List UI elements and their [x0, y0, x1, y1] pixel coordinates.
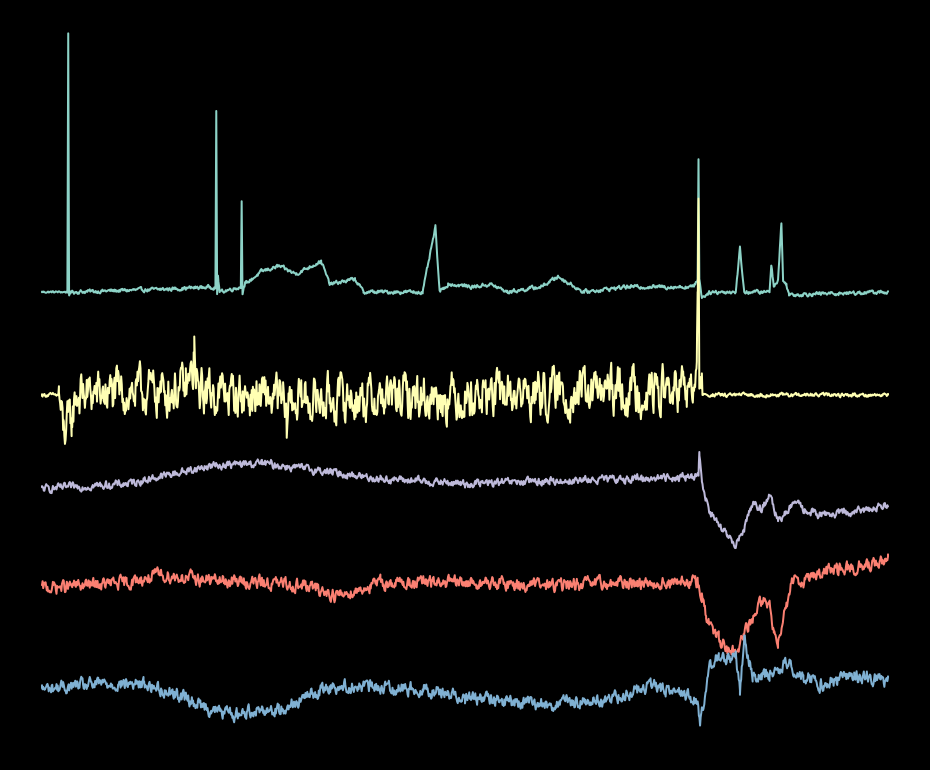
trace-2-line — [41, 197, 889, 445]
trace-3-line — [41, 451, 889, 550]
trace-4-line — [41, 553, 889, 660]
trace-1-line — [41, 32, 889, 299]
trace-5-line — [41, 634, 889, 727]
trace-group — [41, 32, 889, 727]
